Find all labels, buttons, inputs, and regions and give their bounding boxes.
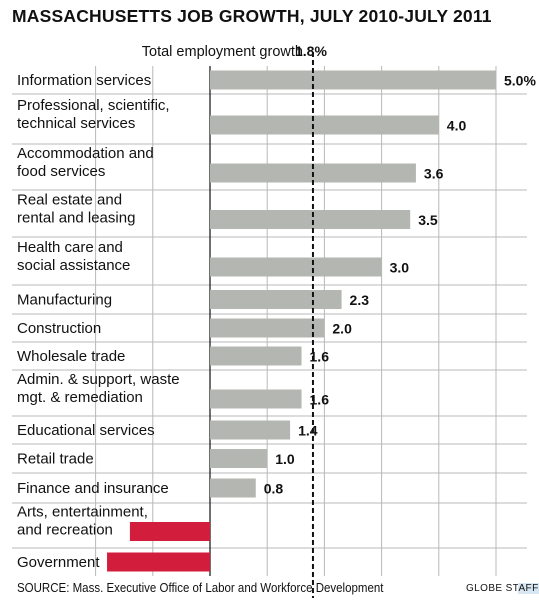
category-label-line: Construction: [17, 320, 101, 337]
value-label: 3.5: [418, 212, 438, 228]
value-label: 5.0%: [504, 73, 536, 89]
category-label-line: Professional, scientific,: [17, 97, 170, 114]
category-label: Construction: [17, 320, 101, 337]
category-label-line: food services: [17, 163, 105, 180]
category-label: Admin. & support, waste mgt. & remediatio…: [17, 371, 180, 406]
category-label: Educational services: [17, 422, 155, 439]
category-label: Real estate and rental and leasing: [17, 192, 135, 227]
category-label: Manufacturing: [17, 292, 112, 309]
category-label: Information services: [17, 72, 151, 89]
bar: [210, 70, 496, 90]
category-label-line: Wholesale trade: [17, 348, 125, 365]
value-label: 1.0: [275, 451, 295, 467]
value-label: 0.8: [264, 481, 284, 497]
value-label: 4.0: [447, 118, 467, 134]
bar: [210, 115, 439, 135]
category-label: Arts, entertainment, and recreation: [17, 504, 148, 539]
category-label-line: Arts, entertainment,: [17, 504, 148, 521]
category-label: Accommodation and food services: [17, 145, 154, 180]
bar: [210, 290, 342, 309]
value-label: 3.6: [424, 166, 444, 182]
category-label-line: rental and leasing: [17, 210, 135, 227]
category-label-line: Health care and: [17, 239, 123, 256]
category-label-line: Information services: [17, 72, 151, 89]
bar: [210, 346, 302, 366]
category-label-line: mgt. & remediation: [17, 389, 143, 406]
reference-value: 1.8%: [295, 43, 327, 59]
category-label-line: Admin. & support, waste: [17, 371, 180, 388]
source-note: SOURCE: Mass. Executive Office of Labor …: [17, 581, 384, 595]
bar: [210, 478, 256, 498]
category-label-line: Manufacturing: [17, 292, 112, 309]
category-label: Wholesale trade: [17, 348, 125, 365]
value-label: 1.6: [310, 392, 330, 408]
category-label-line: Accommodation and: [17, 145, 154, 162]
value-label: 2.0: [332, 321, 352, 337]
category-label: Health care and social assistance: [17, 239, 130, 274]
chart-title: MASSACHUSETTS JOB GROWTH, JULY 2010-JULY…: [12, 6, 492, 26]
category-label-line: technical services: [17, 115, 135, 132]
value-label: 1.4: [298, 423, 318, 439]
reference-label: Total employment growth: [142, 44, 303, 60]
bar: [129, 522, 210, 541]
credit-main: GLOBE ST: [466, 583, 519, 594]
category-label: Government: [17, 554, 100, 571]
bar: [210, 318, 325, 338]
bar: [107, 552, 210, 572]
category-label-line: Educational services: [17, 422, 155, 439]
value-label: 3.0: [390, 260, 410, 276]
value-label: 2.3: [350, 292, 370, 308]
category-label-line: Finance and insurance: [17, 480, 169, 497]
category-label: Professional, scientific, technical servi…: [17, 97, 170, 132]
category-label-line: Government: [17, 554, 100, 571]
value-label: 1.6: [310, 349, 330, 365]
bar: [210, 210, 411, 229]
category-label: Retail trade: [17, 451, 94, 468]
category-label: Finance and insurance: [17, 480, 169, 497]
bar: [210, 449, 268, 468]
credit-highlight: AFF: [518, 583, 539, 594]
category-label-line: Real estate and: [17, 192, 122, 209]
category-label-line: social assistance: [17, 257, 130, 274]
bar: [210, 420, 291, 440]
category-label-line: Retail trade: [17, 451, 94, 468]
bar: [210, 389, 302, 409]
category-label-line: and recreation: [17, 522, 113, 539]
credit: GLOBE STAFF: [466, 583, 539, 594]
bar: [210, 257, 382, 277]
